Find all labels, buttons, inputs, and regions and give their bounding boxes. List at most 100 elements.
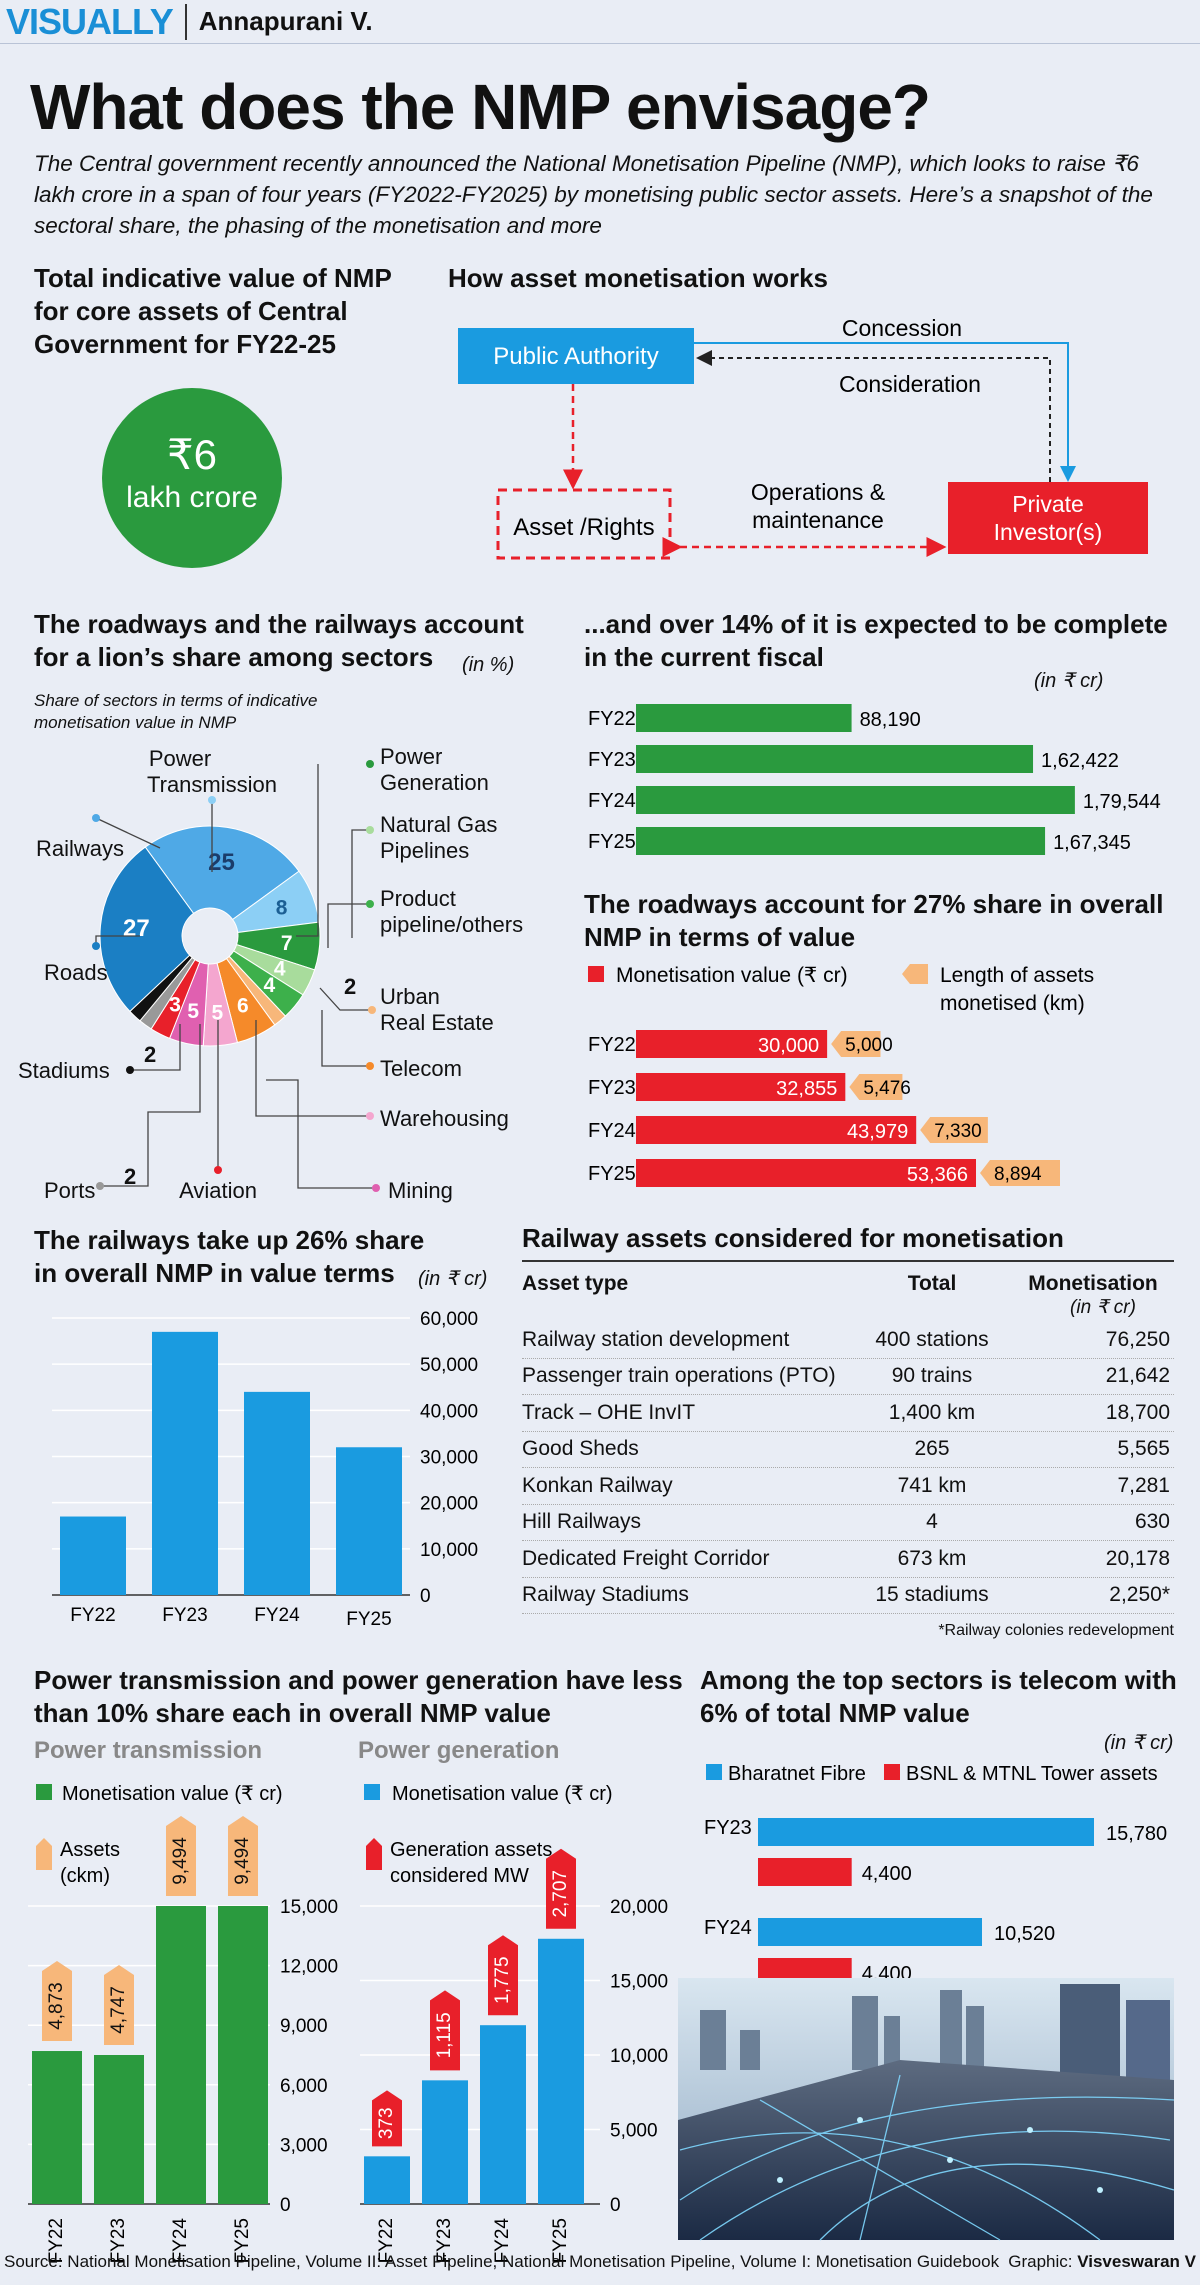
pt-asset-label-fy22: 4,873 <box>46 1982 67 2030</box>
photo-network-nodes <box>777 2117 1103 2193</box>
pg-assets-label-2: considered MW <box>390 1865 529 1887</box>
leader-telecom <box>321 1010 370 1067</box>
completion-bar-fy25 <box>636 827 1046 855</box>
pie-value-aviation: 3 <box>169 994 181 1017</box>
label-power-generation-2: Generation <box>380 770 489 795</box>
pt-ytick: 6,000 <box>280 2076 328 2097</box>
pt-legend-value: Monetisation value (₹ cr) <box>62 1783 283 1805</box>
consideration-label: Consideration <box>839 371 981 397</box>
rail-table-cell-monetisation: 630 <box>1134 1510 1170 1534</box>
dot-ports <box>96 1182 104 1190</box>
telecom-category-fy24: FY24 <box>704 1917 752 1939</box>
masthead: VISUALLY Annapurani V. <box>0 0 1200 44</box>
pt-asset-label-fy23: 4,747 <box>108 1986 129 2034</box>
pie-heading: The roadways and the railways account fo… <box>34 609 524 672</box>
dot-telecom <box>366 1062 374 1070</box>
roadways-length-label-fy23: 5,476 <box>863 1078 911 1099</box>
railways-ytick: 20,000 <box>420 1494 478 1515</box>
pt-category-fy24: FY24 <box>170 2218 191 2264</box>
footer: Source: National Monetisation Pipeline, … <box>0 2252 1200 2272</box>
roadways-category-fy25: FY25 <box>588 1163 636 1185</box>
rail-table-col-monetisation: Monetisation (in ₹ cr) <box>1012 1272 1174 1322</box>
graphic-credit: Graphic: Visveswaran V <box>1008 2252 1196 2272</box>
public-authority-box <box>458 328 694 384</box>
pt-assets-label-1: Assets <box>60 1839 120 1861</box>
telecom-bar-bharatnet-fy23 <box>758 1818 1094 1846</box>
roadways-length-bar-fy25 <box>980 1160 1060 1186</box>
label-ports: Ports <box>44 1178 95 1203</box>
flow-heading: How asset monetisation works <box>448 263 828 293</box>
private-investor-label-1: Private <box>1012 491 1084 517</box>
table-row: Track – OHE InvIT 1,400 km 18,700 <box>522 1395 1174 1432</box>
roadways-category-fy23: FY23 <box>588 1077 636 1099</box>
completion-value-fy24: 1,79,544 <box>1083 791 1161 813</box>
photo-network-lines <box>679 2074 1175 2241</box>
railways-bar-fy25 <box>336 1447 402 1595</box>
pie-slice-roads <box>99 846 195 1013</box>
pg-asset-tag-fy23 <box>430 1990 460 2071</box>
label-stadiums: Stadiums <box>18 1058 110 1083</box>
leader-power-generation <box>296 764 319 937</box>
roadways-length-bar-fy22 <box>831 1031 881 1057</box>
concession-arrow <box>694 342 1076 482</box>
telecom-legend-bharatnet: Bharatnet Fibre <box>728 1763 866 1785</box>
telecom-value-bharatnet-fy24: 10,520 <box>994 1923 1055 1945</box>
roadways-category-fy22: FY22 <box>588 1034 636 1056</box>
pie-value-roads: 27 <box>123 915 150 942</box>
dot-stadiums <box>126 1066 134 1074</box>
legend-length-label-1: Length of assets <box>940 964 1094 987</box>
rail-assets-table: Asset type Total Monetisation (in ₹ cr) Rail… <box>522 1260 1174 1640</box>
roadways-value-bar-fy23 <box>636 1073 846 1101</box>
label-urban-1: Urban <box>380 984 440 1009</box>
label-warehousing: Warehousing <box>380 1106 509 1131</box>
completion-heading: ...and over 14% of it is expected to be … <box>584 609 1168 672</box>
pt-ytick: 9,000 <box>280 2016 328 2037</box>
asset-rights-label: Asset /Rights <box>513 514 654 541</box>
pie-slice-railways <box>144 825 300 921</box>
dot-roads <box>92 942 100 950</box>
completion-value-fy23: 1,62,422 <box>1041 750 1119 772</box>
rail-table-unit: (in ₹ cr) <box>1070 1297 1136 1318</box>
completion-category-fy25: FY25 <box>588 831 636 853</box>
dot-natural-gas <box>366 826 374 834</box>
roadways-value-bar-fy24 <box>636 1116 917 1144</box>
power-transmission-title: Power transmission <box>34 1737 263 1764</box>
dot-warehousing <box>366 1112 374 1120</box>
pt-asset-tag-fy25 <box>228 1816 258 1896</box>
rail-table-cell-asset-type: Passenger train operations (PTO) <box>522 1364 836 1388</box>
rail-table-cell-monetisation: 20,178 <box>1105 1546 1170 1570</box>
pg-asset-tag-fy24 <box>488 1935 518 2016</box>
leader-ports <box>100 1024 201 1187</box>
table-row: Railway Stadiums 15 stadiums 2,250* <box>522 1578 1174 1614</box>
concession-label: Concession <box>842 315 962 341</box>
pie-value-natural-gas-pipelines: 4 <box>274 958 286 981</box>
rail-table-cell-monetisation: 5,565 <box>1117 1437 1170 1461</box>
roadways-length-label-fy25: 8,894 <box>994 1164 1042 1185</box>
completion-bar-fy23 <box>636 745 1034 773</box>
pie-value-power-generation: 7 <box>281 932 293 955</box>
pie-value-power-transmission: 8 <box>276 897 288 920</box>
dot-railways <box>92 814 100 822</box>
pt-category-fy25: FY25 <box>232 2218 253 2263</box>
legend-value-label: Monetisation value (₹ cr) <box>616 964 848 987</box>
railways-bar-fy24 <box>244 1391 310 1595</box>
railways-category-fy23: FY23 <box>162 1605 207 1626</box>
telecom-heading: Among the top sectors is telecom with 6%… <box>700 1665 1177 1728</box>
pg-asset-label-fy22: 373 <box>376 2107 397 2139</box>
railways-ytick: 10,000 <box>420 1540 478 1561</box>
rail-table-cell-asset-type: Railway station development <box>522 1327 790 1351</box>
label-power-generation-1: Power <box>380 744 442 769</box>
pt-asset-tag-fy23 <box>104 1965 134 2045</box>
dot-aviation <box>214 1166 222 1174</box>
pg-asset-tag-fy22 <box>372 2090 402 2147</box>
railways-ytick: 30,000 <box>420 1448 478 1469</box>
pg-bar-fy23 <box>422 2080 468 2204</box>
telecom-legend-bsnl: BSNL & MTNL Tower assets <box>906 1763 1158 1785</box>
